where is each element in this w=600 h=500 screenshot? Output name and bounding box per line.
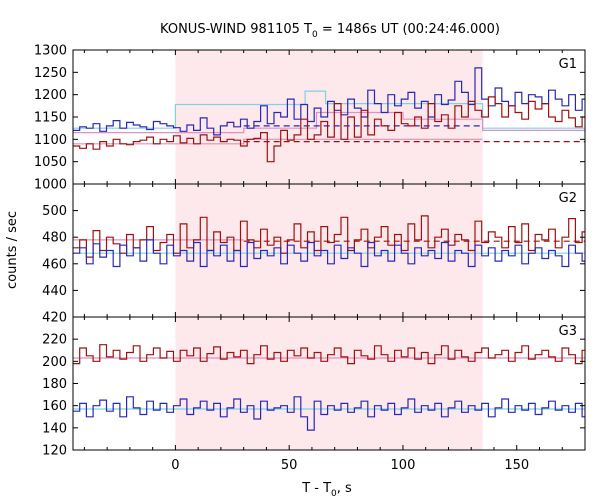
y-tick-label: 460	[42, 257, 67, 272]
x-tick-label: 100	[391, 458, 416, 473]
chart-title: KONUS-WIND 981105 T0 = 1486s UT (00:24:4…	[160, 22, 500, 40]
y-tick-label: 140	[42, 421, 67, 436]
x-axis-label: T - T0, s	[301, 481, 352, 499]
y-tick-label: 1100	[34, 133, 67, 148]
x-tick-label: 0	[171, 458, 179, 473]
y-tick-label: 420	[42, 311, 67, 326]
lightcurve-g2-red	[73, 215, 585, 258]
series-layer	[73, 67, 585, 431]
y-tick-label: 1250	[34, 66, 67, 81]
background-level-g1-0	[73, 90, 585, 129]
y-tick-label: 1050	[34, 155, 67, 170]
x-tick-label: 150	[504, 458, 529, 473]
y-tick-label: 200	[42, 355, 67, 370]
lightcurve-g3-blue	[73, 396, 585, 431]
panel-label-g2: G2	[559, 191, 577, 206]
y-tick-label: 160	[42, 399, 67, 414]
lightcurve-g2-blue	[73, 239, 585, 268]
y-axis-label: counts / sec	[5, 211, 20, 289]
lightcurve-g3-red	[73, 344, 585, 365]
panel-label-g3: G3	[559, 324, 577, 339]
background-level-g1-1	[73, 111, 585, 134]
y-tick-label: 1150	[34, 111, 67, 126]
panel-label-g1: G1	[559, 57, 577, 72]
lightcurve-g1-red	[73, 96, 585, 163]
shaded-interval	[175, 50, 483, 450]
y-tick-label: 480	[42, 231, 67, 246]
tick-layer: G11000105011001150120012501300G242044046…	[34, 44, 586, 473]
y-tick-label: 1200	[34, 88, 67, 103]
shade-layer	[175, 50, 483, 450]
x-tick-label: 50	[281, 458, 298, 473]
y-tick-label: 120	[42, 444, 67, 459]
y-tick-label: 1000	[34, 178, 67, 193]
lightcurve-g1-blue	[73, 67, 585, 136]
y-tick-label: 500	[42, 204, 67, 219]
y-tick-label: 1300	[34, 44, 67, 59]
y-tick-label: 440	[42, 284, 67, 299]
y-tick-label: 220	[42, 333, 67, 348]
y-tick-label: 180	[42, 377, 67, 392]
